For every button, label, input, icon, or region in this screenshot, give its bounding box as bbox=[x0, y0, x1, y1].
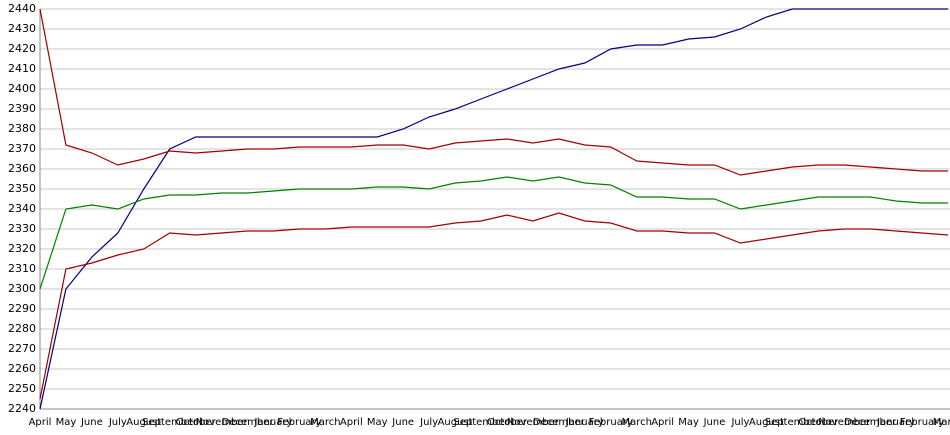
series-line bbox=[39, 176, 948, 290]
y-tick-label: 2360 bbox=[8, 162, 36, 175]
x-tick-label: April bbox=[651, 417, 674, 428]
x-tick-label: July bbox=[419, 417, 438, 428]
x-tick-label: January bbox=[876, 417, 915, 428]
x-tick-label: January bbox=[565, 417, 604, 428]
x-tick-label: November bbox=[507, 417, 560, 428]
y-tick-label: 2270 bbox=[8, 342, 36, 355]
series-line bbox=[39, 8, 948, 176]
y-tick-label: 2320 bbox=[8, 242, 36, 255]
x-tick-label: December bbox=[844, 417, 897, 428]
x-tick-label: April bbox=[29, 417, 52, 428]
x-tick-label: February bbox=[277, 417, 321, 428]
y-tick-label: 2400 bbox=[8, 82, 36, 95]
x-tick-label: March bbox=[621, 417, 651, 428]
y-tick-label: 2240 bbox=[8, 402, 36, 415]
x-tick-label: June bbox=[80, 417, 103, 428]
x-tick-label: September bbox=[765, 417, 821, 428]
x-tick-label: October bbox=[487, 417, 528, 428]
x-tick-label: May bbox=[56, 417, 77, 428]
y-tick-label: 2300 bbox=[8, 282, 36, 295]
y-tick-label: 2330 bbox=[8, 222, 36, 235]
y-tick-label: 2390 bbox=[8, 102, 36, 115]
x-tick-label: March bbox=[933, 417, 950, 428]
y-tick-label: 2410 bbox=[8, 62, 36, 75]
x-tick-label: December bbox=[533, 417, 586, 428]
y-tick-label: 2420 bbox=[8, 42, 36, 55]
x-tick-label: August bbox=[126, 417, 161, 428]
x-tick-label: June bbox=[391, 417, 414, 428]
x-tick-label: September bbox=[453, 417, 509, 428]
y-tick-label: 2380 bbox=[8, 122, 36, 135]
series-line bbox=[39, 8, 948, 410]
x-tick-label: January bbox=[254, 417, 293, 428]
x-tick-label: October bbox=[798, 417, 839, 428]
y-tick-label: 2440 bbox=[8, 2, 36, 15]
y-tick-label: 2260 bbox=[8, 362, 36, 375]
x-tick-label: September bbox=[142, 417, 198, 428]
x-tick-label: May bbox=[678, 417, 699, 428]
x-tick-label: June bbox=[703, 417, 726, 428]
y-tick-label: 2290 bbox=[8, 302, 36, 315]
x-tick-label: August bbox=[438, 417, 473, 428]
y-tick-label: 2350 bbox=[8, 182, 36, 195]
x-tick-label: July bbox=[730, 417, 749, 428]
x-tick-label: July bbox=[108, 417, 127, 428]
x-tick-label: February bbox=[589, 417, 633, 428]
x-tick-label: November bbox=[818, 417, 871, 428]
x-tick-label: April bbox=[340, 417, 363, 428]
x-tick-label: May bbox=[367, 417, 388, 428]
y-tick-label: 2370 bbox=[8, 142, 36, 155]
y-tick-label: 2430 bbox=[8, 22, 36, 35]
x-tick-label: March bbox=[310, 417, 340, 428]
y-tick-label: 2250 bbox=[8, 382, 36, 395]
x-tick-label: February bbox=[900, 417, 944, 428]
series-line bbox=[39, 212, 949, 400]
x-tick-label: October bbox=[176, 417, 217, 428]
y-tick-label: 2310 bbox=[8, 262, 36, 275]
y-tick-label: 2340 bbox=[8, 202, 36, 215]
x-tick-label: November bbox=[196, 417, 249, 428]
x-tick-label: August bbox=[749, 417, 784, 428]
y-tick-label: 2280 bbox=[8, 322, 36, 335]
x-tick-label: December bbox=[222, 417, 275, 428]
